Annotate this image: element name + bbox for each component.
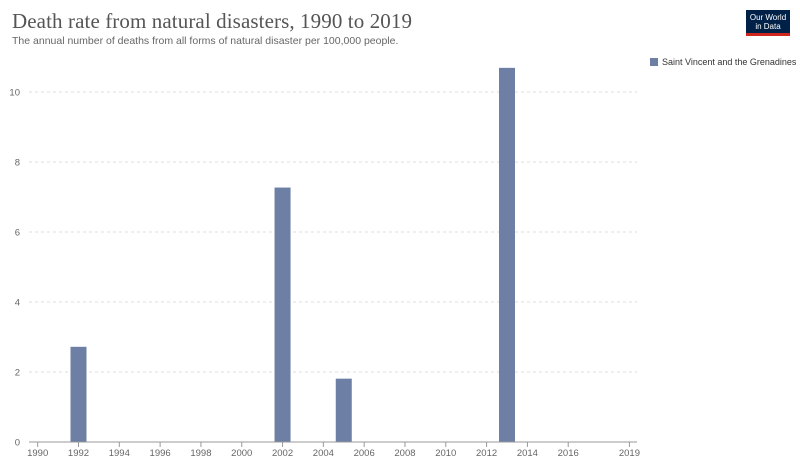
x-tick-label-2012: 2012 bbox=[476, 448, 497, 459]
x-tick-label-1992: 1992 bbox=[68, 448, 89, 459]
bar-2005[interactable] bbox=[335, 378, 352, 442]
logo-line-1: Our World bbox=[749, 13, 787, 22]
x-tick-label-2000: 2000 bbox=[231, 448, 252, 459]
x-tick-label-2004: 2004 bbox=[313, 448, 334, 459]
chart-title: Death rate from natural disasters, 1990 … bbox=[12, 9, 413, 33]
y-tick-label-2: 2 bbox=[15, 368, 20, 379]
x-tick-label-2006: 2006 bbox=[354, 448, 375, 459]
bar-2013[interactable] bbox=[499, 67, 515, 442]
legend[interactable]: Saint Vincent and the Grenadines bbox=[650, 57, 796, 67]
legend-label: Saint Vincent and the Grenadines bbox=[662, 57, 797, 67]
y-tick-label-10: 10 bbox=[9, 88, 20, 99]
logo-line-2: in Data bbox=[755, 22, 781, 31]
x-tick-label-2010: 2010 bbox=[435, 448, 456, 459]
y-tick-label-6: 6 bbox=[15, 228, 20, 239]
owid-logo[interactable]: Our World in Data bbox=[746, 10, 790, 36]
legend-swatch bbox=[650, 58, 658, 66]
x-tick-label-2019: 2019 bbox=[619, 448, 640, 459]
x-tick-label-2016: 2016 bbox=[558, 448, 579, 459]
x-tick-label-1996: 1996 bbox=[150, 448, 171, 459]
chart-subtitle: The annual number of deaths from all for… bbox=[12, 35, 399, 47]
y-tick-label-0: 0 bbox=[15, 438, 20, 449]
x-tick-label-1998: 1998 bbox=[190, 448, 211, 459]
x-tick-label-2014: 2014 bbox=[517, 448, 538, 459]
bar-1992[interactable] bbox=[70, 346, 87, 442]
x-tick-label-2002: 2002 bbox=[272, 448, 293, 459]
bar-2002[interactable] bbox=[274, 187, 291, 442]
y-tick-label-8: 8 bbox=[15, 158, 20, 169]
x-tick-label-1990: 1990 bbox=[27, 448, 48, 459]
y-tick-label-4: 4 bbox=[15, 298, 20, 309]
x-tick-label-1994: 1994 bbox=[109, 448, 130, 459]
x-tick-label-2008: 2008 bbox=[394, 448, 415, 459]
